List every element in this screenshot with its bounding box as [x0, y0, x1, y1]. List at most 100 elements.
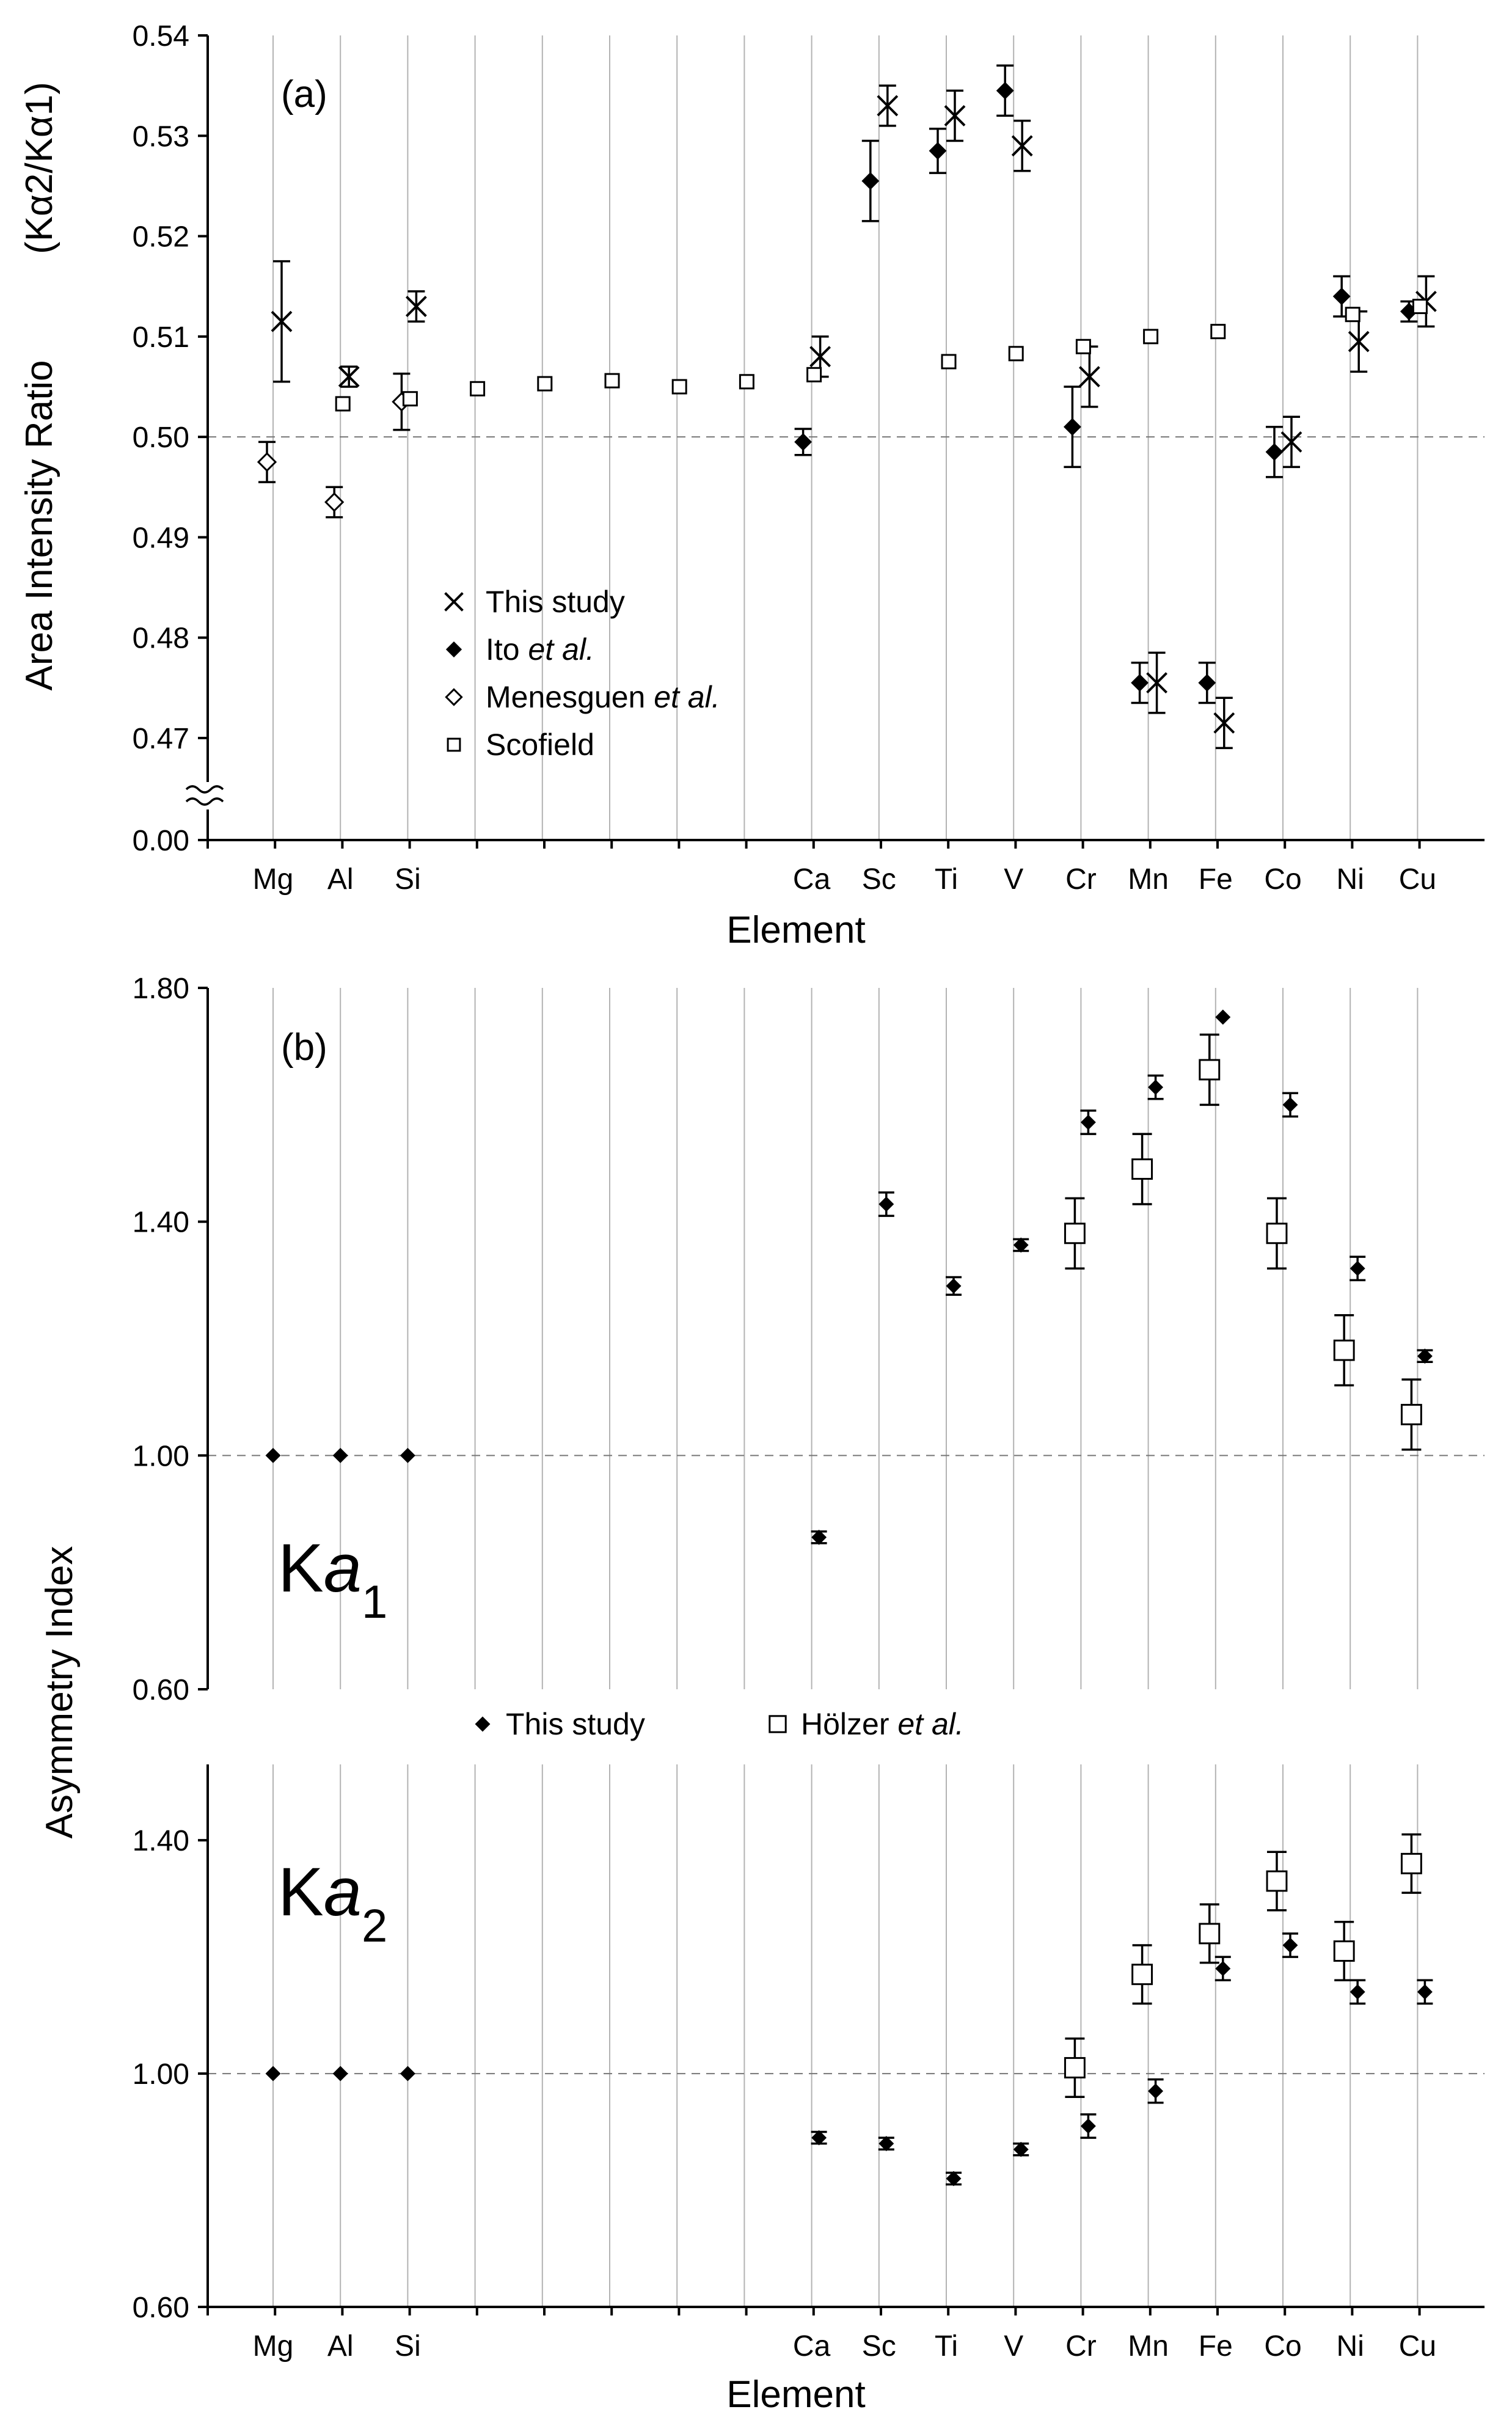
- data-point: [1400, 1852, 1422, 1874]
- panel-a-y-tick-label: 0.48: [133, 623, 189, 655]
- data-point: [809, 346, 831, 368]
- panel-b-x-tick-label: Al: [327, 2330, 354, 2363]
- data-point: [1417, 1984, 1433, 2000]
- data-point: [1064, 2057, 1086, 2078]
- legend-marker: [769, 1715, 787, 1733]
- data-point: [941, 354, 957, 370]
- ka2-label-k: K: [278, 1854, 324, 1930]
- panel-a-y-tick-label: 0.53: [133, 120, 189, 153]
- panel-a-x-tick-label: Fe: [1199, 863, 1233, 896]
- legend-label: Hölzer et al.: [801, 1707, 964, 1741]
- data-point: [878, 2136, 894, 2152]
- data-point: [1131, 1964, 1153, 1986]
- data-point: [1198, 674, 1216, 692]
- data-point: [338, 366, 360, 387]
- legend-label: Menesguen et al.: [486, 680, 720, 714]
- data-point: [739, 374, 754, 390]
- legend-label: Scofield: [486, 728, 594, 762]
- data-point: [1146, 672, 1168, 694]
- ka2-series-this-study: [265, 1932, 1433, 2187]
- data-point: [1265, 443, 1284, 461]
- data-point: [946, 1278, 962, 1294]
- panel-a-x-tick-label: Co: [1264, 863, 1301, 896]
- legend-label: This study: [486, 585, 625, 619]
- data-point: [400, 1447, 415, 1463]
- panel-a-x-tick-label: Ti: [935, 863, 958, 896]
- data-point: [1213, 712, 1235, 734]
- series-scofield: [335, 299, 1428, 412]
- panel-a-y-axis-title: Area Intensity Ratio: [18, 360, 60, 690]
- data-point: [1199, 1059, 1221, 1081]
- data-point: [1280, 431, 1302, 453]
- data-point: [1349, 1984, 1365, 2000]
- data-point: [1412, 299, 1428, 315]
- panel-b-top-y-tick-label: 1.80: [133, 973, 189, 1005]
- series-this-study: [271, 84, 1437, 750]
- data-point: [1131, 1158, 1153, 1180]
- panel-b-x-tick-label: V: [1004, 2330, 1023, 2363]
- legend-label-text: This study: [486, 585, 625, 619]
- panel-a-y-axis-ratio: (Kα2/Kα1): [18, 82, 60, 254]
- data-point: [1400, 1403, 1422, 1425]
- panel-a-x-tick-label: Mg: [253, 863, 294, 896]
- panel-b-bottom-y-tick-label: 1.40: [133, 1825, 189, 1857]
- panel-b-x-tick-label: Mn: [1128, 2330, 1169, 2363]
- ka1-series-h-lzer-et-al-: [1064, 1033, 1422, 1451]
- panel-a-x-tick-label: Ni: [1337, 863, 1364, 896]
- ka1-label: Ka1: [278, 1530, 387, 1628]
- panel-b-x-ticks: Mg Al Si Ca Sc Ti V Cr Mn Fe Co Ni Cu: [206, 2307, 1436, 2363]
- panel-b-x-tick-label: Si: [395, 2330, 421, 2363]
- panel-a-y-tick-label: 0.47: [133, 723, 189, 755]
- data-point: [878, 1196, 894, 1212]
- panel-a-y-tick-label: 0.50: [133, 422, 189, 454]
- data-point: [1013, 2141, 1029, 2157]
- panel-a-x-tick-label: Ca: [793, 863, 831, 896]
- legend-label-italic: et al.: [654, 680, 720, 714]
- data-point: [811, 2130, 827, 2146]
- data-point: [861, 172, 880, 190]
- data-point: [1011, 135, 1033, 157]
- panel-b-data-marks: [265, 1009, 1433, 2187]
- data-point: [806, 367, 822, 382]
- data-point: [400, 2066, 415, 2081]
- ka1-label-alpha: a: [324, 1530, 362, 1606]
- data-point: [332, 2066, 348, 2081]
- data-point: [1345, 307, 1360, 323]
- panel-a-x-tick-label: Sc: [862, 863, 896, 896]
- data-point: [1148, 2083, 1164, 2099]
- data-point: [335, 396, 351, 412]
- panel-a-y-tick-label: 0.51: [133, 321, 189, 354]
- data-point: [324, 492, 345, 513]
- panel-b-x-tick-label: Sc: [862, 2330, 896, 2363]
- ka2-label: Ka2: [278, 1854, 387, 1952]
- data-point: [1417, 1348, 1433, 1364]
- panel-a-intensity-ratio: 0.54 0.53 0.52 0.51 0.50 0.49 0.48 0.47 0.00 Mg A…: [18, 20, 1485, 951]
- ka1-label-k: K: [278, 1530, 324, 1606]
- legend-marker: [445, 688, 463, 706]
- panel-a-label: (a): [281, 73, 327, 115]
- legend-label-text: Hölzer: [801, 1707, 897, 1741]
- data-point: [1013, 1237, 1029, 1253]
- data-point: [265, 1447, 281, 1463]
- panel-a-x-tick-label: Cr: [1065, 863, 1097, 896]
- panel-a-x-tick-label: Cu: [1399, 863, 1436, 896]
- legend-label-text: Scofield: [486, 728, 594, 762]
- panel-b-x-tick-label: Ti: [935, 2330, 958, 2363]
- panel-b-y-axis-title: Asymmetry Index: [38, 1546, 81, 1839]
- panel-a-y-tick-break-label: 0.00: [133, 825, 189, 857]
- data-point: [1282, 1097, 1298, 1113]
- data-point: [1148, 1080, 1164, 1095]
- panel-b-bottom-y-tick-label: 0.60: [133, 2292, 189, 2324]
- panel-b-top-y-tick-label: 1.00: [133, 1440, 189, 1472]
- data-point: [996, 81, 1014, 100]
- ka2-label-alpha: a: [324, 1854, 362, 1930]
- data-point: [1080, 2118, 1096, 2134]
- data-point: [1210, 324, 1226, 340]
- data-point: [332, 1447, 348, 1463]
- data-point: [1333, 1339, 1355, 1361]
- data-point: [1064, 1222, 1086, 1244]
- panel-b-bottom-y-tick-label: 1.00: [133, 2058, 189, 2091]
- data-point: [1078, 366, 1100, 387]
- panel-b-x-tick-label: Co: [1264, 2330, 1301, 2363]
